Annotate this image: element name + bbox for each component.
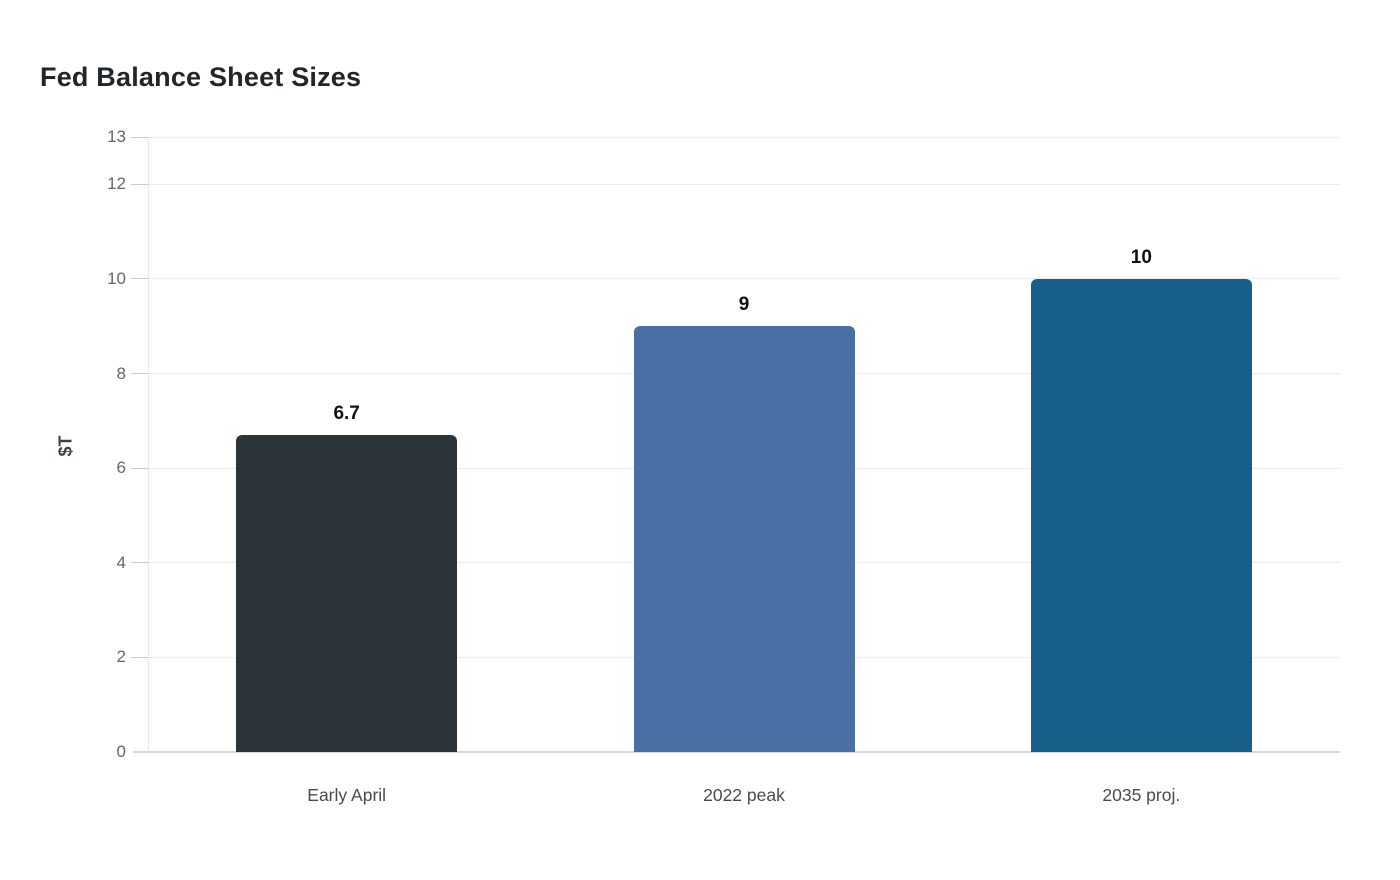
chart-title: Fed Balance Sheet Sizes	[40, 62, 362, 92]
y-tick-label: 10	[107, 268, 126, 288]
y-tick-mark	[131, 562, 148, 564]
y-tick-label: 13	[107, 127, 126, 146]
y-tick-mark	[131, 373, 148, 375]
y-tick-label: 2	[116, 647, 126, 667]
y-tick-mark	[131, 467, 148, 469]
y-tick-label: 4	[116, 552, 126, 572]
bar-value-label: 6.7	[333, 403, 360, 425]
x-tick-label: 2022 peak	[703, 785, 785, 805]
y-tick-mark	[131, 278, 148, 280]
gridline-y-10	[133, 278, 1340, 280]
gridline-y-12	[133, 183, 1340, 185]
y-tick-mark	[131, 656, 148, 658]
y-tick-mark	[131, 183, 148, 185]
y-axis-title: $T	[55, 435, 76, 457]
x-tick-label: Early April	[307, 785, 387, 805]
y-tick-label: 12	[107, 174, 126, 194]
plot-area: 6.7 9 10 0 2 4 6 8 10 12 13 Early April 2022 peak 2…	[107, 127, 1340, 805]
bar-value-label: 10	[1130, 246, 1152, 268]
y-axis-line	[148, 137, 149, 752]
bar-2022-peak	[633, 326, 855, 752]
bar-2035-proj-	[1030, 278, 1252, 752]
bar-value-label: 9	[738, 294, 750, 316]
x-tick-label: 2035 proj.	[1102, 785, 1181, 805]
y-tick-label: 6	[116, 458, 126, 478]
gridline-y-0	[133, 751, 1340, 753]
y-tick-label: 8	[116, 363, 126, 383]
gridline-y-13	[133, 136, 1340, 138]
y-tick-mark	[131, 136, 148, 138]
bar-early-april	[236, 435, 458, 752]
y-tick-label: 0	[116, 742, 126, 761]
